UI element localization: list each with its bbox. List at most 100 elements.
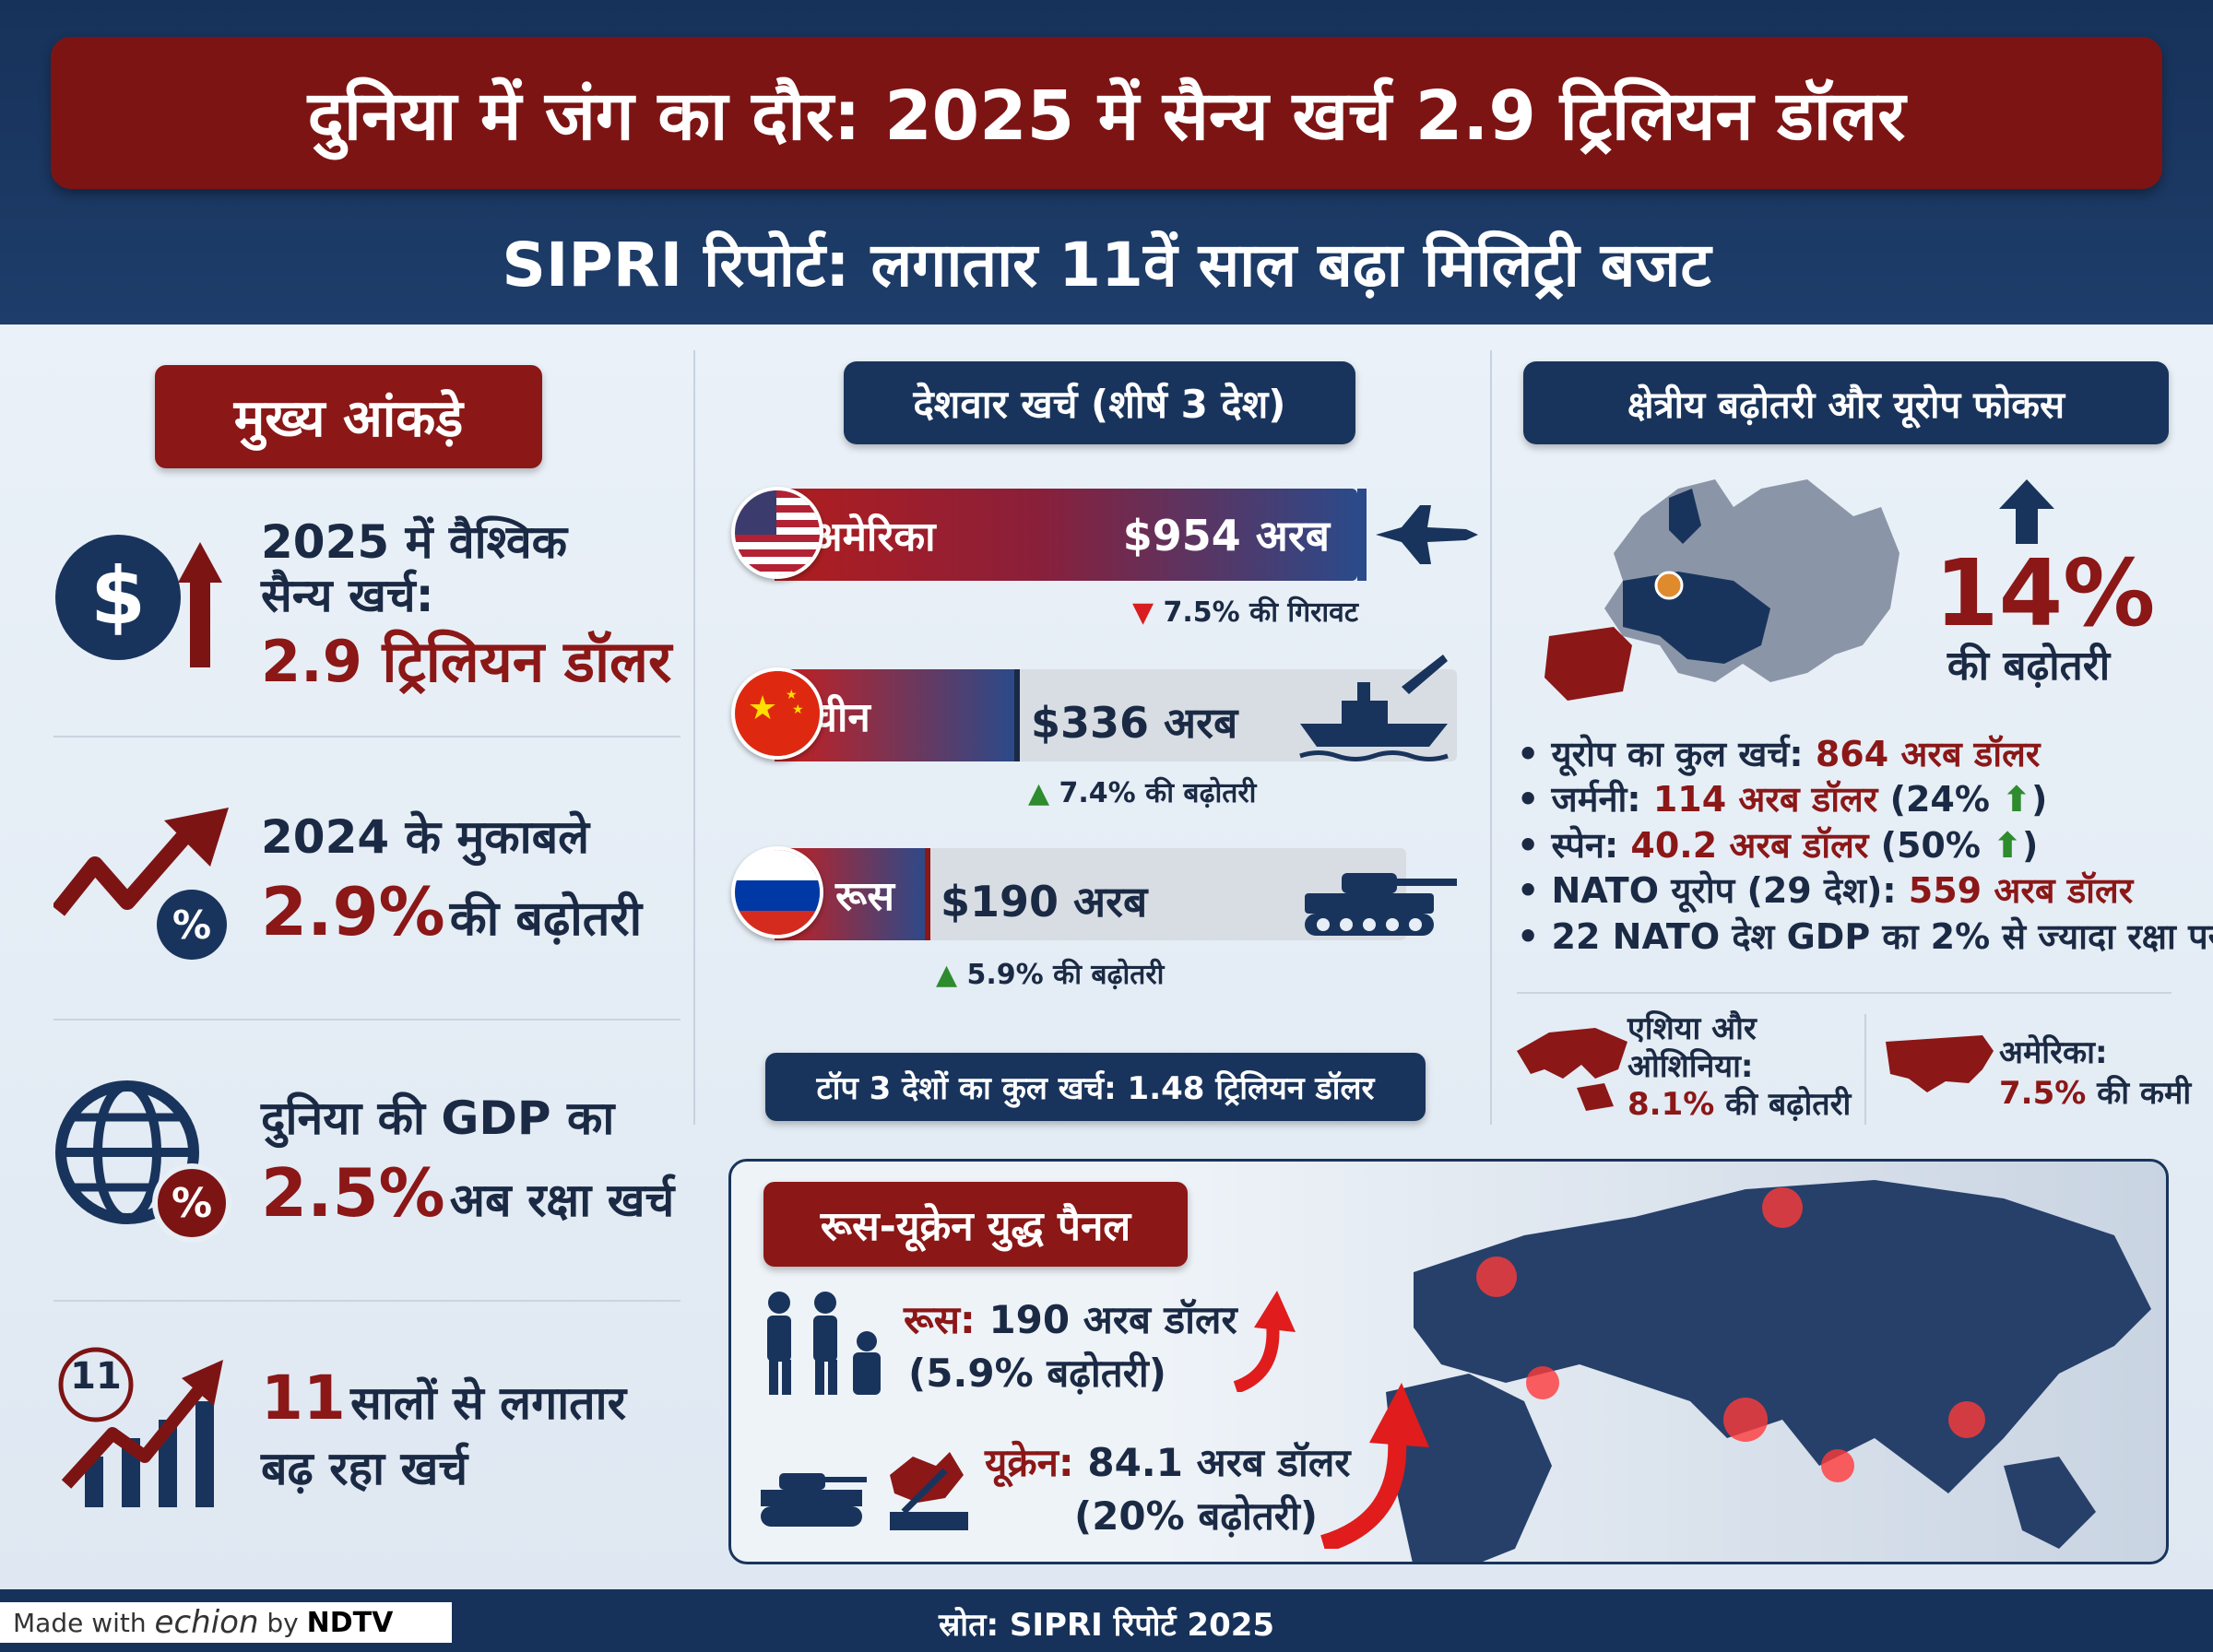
usa-change-text: 7.5% की गिरावट: [1163, 596, 1358, 629]
war-ukraine-line: यूक्रेन: 84.1 अरब डॉलर: [985, 1435, 1350, 1488]
svg-text:$: $: [90, 550, 146, 643]
stat-1-value: 2.9 ट्रिलियन डॉलर: [261, 628, 672, 695]
svg-text:★: ★: [786, 688, 798, 702]
red-up-arrow-icon: [1319, 1383, 1448, 1553]
svg-text:★: ★: [792, 702, 804, 717]
asia-line1: एशिया और: [1627, 1010, 1757, 1047]
trend-percent-icon: %: [51, 800, 238, 966]
bullet-extra: (24%: [1877, 779, 1990, 820]
stat-3-value-row: 2.5% अब रक्षा खर्च: [261, 1154, 674, 1232]
europe-growth-label: की बढ़ोतरी: [1947, 643, 2111, 690]
stat-1-line2: सैन्य खर्च:: [261, 568, 434, 622]
russia-flag-icon: [731, 846, 823, 938]
eleven-badge: 11: [70, 1355, 122, 1398]
divider: [1517, 992, 2172, 994]
usa-bar-fill: अमेरिका $954 अरब: [775, 489, 1357, 581]
russia-name: रूस: [835, 873, 894, 920]
bullet-label: स्पेन:: [1551, 824, 1631, 866]
usa-change: ▼ 7.5% की गिरावट: [1132, 592, 1358, 630]
countries-heading: देशवार खर्च (शीर्ष 3 देश): [844, 361, 1355, 444]
ndtv-logo: NDTV: [306, 1606, 394, 1639]
china-amount: $336 अरब: [1031, 698, 1238, 748]
asia-map-icon: [1512, 1014, 1632, 1115]
made-with-text: Made with: [13, 1607, 147, 1638]
top3-total: टॉप 3 देशों का कुल खर्च: 1.48 ट्रिलियन ड…: [765, 1053, 1426, 1121]
up-arrow-icon: ⬆: [2002, 779, 2031, 820]
war-ukraine-label: यूक्रेन:: [985, 1440, 1074, 1485]
bullet-value: 864 अरब डॉलर: [1815, 734, 2041, 774]
war-russia-value: 190 अरब डॉलर: [988, 1297, 1237, 1342]
down-arrow-icon: ▼: [1132, 596, 1154, 629]
usa-bar: अमेरिका $954 अरब: [775, 489, 1357, 581]
bullet-extra: (50%: [1868, 824, 1981, 866]
soldiers-icon: [756, 1286, 894, 1397]
america-line1: अमेरिका:: [1999, 1034, 2108, 1071]
key-stats-heading: मुख्य आंकड़े: [155, 365, 542, 468]
stat-2-suffix: की बढ़ोतरी: [449, 891, 643, 947]
made-with-badge[interactable]: Made with echion by NDTV: [0, 1602, 452, 1643]
tank-icon: [1296, 853, 1462, 945]
china-change-text: 7.4% की बढ़ोतरी: [1059, 777, 1257, 809]
bullet-value: 114 अरब डॉलर: [1652, 779, 1878, 820]
stat-2-value: 2.9%: [261, 873, 445, 950]
echion-logo: echion: [154, 1604, 259, 1641]
usa-amount: $954 अरब: [1122, 511, 1330, 560]
stat-1-text: 2025 में वैश्विक सैन्य खर्च:: [261, 515, 667, 622]
stat-2-value-row: 2.9% की बढ़ोतरी: [261, 873, 643, 950]
war-ukraine-change: (20% बढ़ोतरी): [1074, 1489, 1318, 1541]
bullet-value: 40.2 अरब डॉलर: [1630, 824, 1869, 866]
world-map: [1386, 1180, 2151, 1562]
page-title: दुनिया में जंग का दौर: 2025 में सैन्य खर…: [307, 77, 1906, 156]
divider: [53, 1300, 680, 1302]
svg-text:%: %: [172, 903, 211, 948]
war-russia-change-text: (5.9% बढ़ोतरी): [908, 1351, 1166, 1396]
asia-line2: ओशिनिया:: [1627, 1047, 1754, 1085]
divider: [53, 736, 680, 738]
usa-map-icon: [1881, 1028, 1996, 1102]
war-russia-label: रूस:: [904, 1297, 976, 1342]
europe-growth: 14%: [1935, 539, 2156, 647]
europe-heading: क्षेत्रीय बढ़ोतरी और यूरोप फोकस: [1523, 361, 2169, 444]
stat-4-line1: सालों से लगातार: [349, 1376, 627, 1430]
up-arrow-icon: ▲: [1028, 777, 1050, 809]
europe-bullets: • यूरोप का कुल खर्च: 864 अरब डॉलर • जर्म…: [1517, 732, 2213, 960]
globe-percent-icon: %: [53, 1079, 238, 1245]
war-ukraine-change-text: (20% बढ़ोतरी): [1074, 1493, 1319, 1539]
page-subtitle: SIPRI रिपोर्ट: लगातार 11वें साल बढ़ा मिल…: [502, 230, 1711, 301]
svg-text:%: %: [172, 1180, 212, 1227]
divider: [1490, 350, 1492, 1125]
asia-stat: एशिया और ओशिनिया: 8.1% की बढ़ोतरी: [1627, 1010, 1851, 1123]
russia-bar-divider: [925, 848, 930, 940]
stat-4-line2: बढ़ रहा खर्च: [261, 1442, 468, 1495]
europe-map: [1531, 461, 1918, 728]
fighter-jet-icon: [1374, 498, 1480, 572]
america-value: 7.5%: [1999, 1075, 2087, 1113]
usa-bar-cap: [1357, 489, 1367, 581]
growth-chart-icon: 11: [57, 1346, 232, 1512]
war-panel: [728, 1159, 2169, 1564]
stat-3-value: 2.5%: [261, 1154, 445, 1232]
america-stat: अमेरिका: 7.5% की कमी: [1999, 1032, 2191, 1114]
bullet-europe-total: • यूरोप का कुल खर्च: 864 अरब डॉलर: [1517, 734, 2041, 774]
russia-change: ▲ 5.9% की बढ़ोतरी: [936, 954, 1164, 992]
divider: [693, 350, 695, 1125]
america-suffix: की कमी: [2097, 1075, 2192, 1113]
asia-value: 8.1%: [1627, 1085, 1715, 1123]
bullet-nato-gdp: • 22 NATO देश GDP का 2% से ज्यादा रक्षा …: [1517, 914, 2213, 960]
svg-text:★: ★: [748, 690, 777, 727]
up-arrow-icon: [1999, 479, 2054, 544]
china-change: ▲ 7.4% की बढ़ोतरी: [1028, 773, 1256, 810]
war-panel-heading: रूस-यूक्रेन युद्ध पैनल: [763, 1182, 1188, 1267]
war-russia-change: (5.9% बढ़ोतरी): [908, 1346, 1166, 1398]
stat-3-line1: दुनिया की GDP का: [261, 1092, 615, 1145]
stat-4-row1: 11 सालों से लगातार: [261, 1363, 626, 1434]
divider: [1864, 1014, 1866, 1125]
bullet-label: जर्मनी:: [1551, 779, 1653, 820]
russia-change-text: 5.9% की बढ़ोतरी: [966, 959, 1165, 991]
war-ukraine-value: 84.1 अरब डॉलर: [1087, 1440, 1351, 1485]
bullet-spain: • स्पेन: 40.2 अरब डॉलर (50% ⬆): [1517, 824, 2039, 866]
asia-suffix: की बढ़ोतरी: [1725, 1085, 1852, 1123]
usa-name: अमेरिका: [811, 513, 936, 560]
title-box: दुनिया में जंग का दौर: 2025 में सैन्य खर…: [51, 37, 2162, 189]
up-arrow-icon: ▲: [936, 959, 958, 991]
